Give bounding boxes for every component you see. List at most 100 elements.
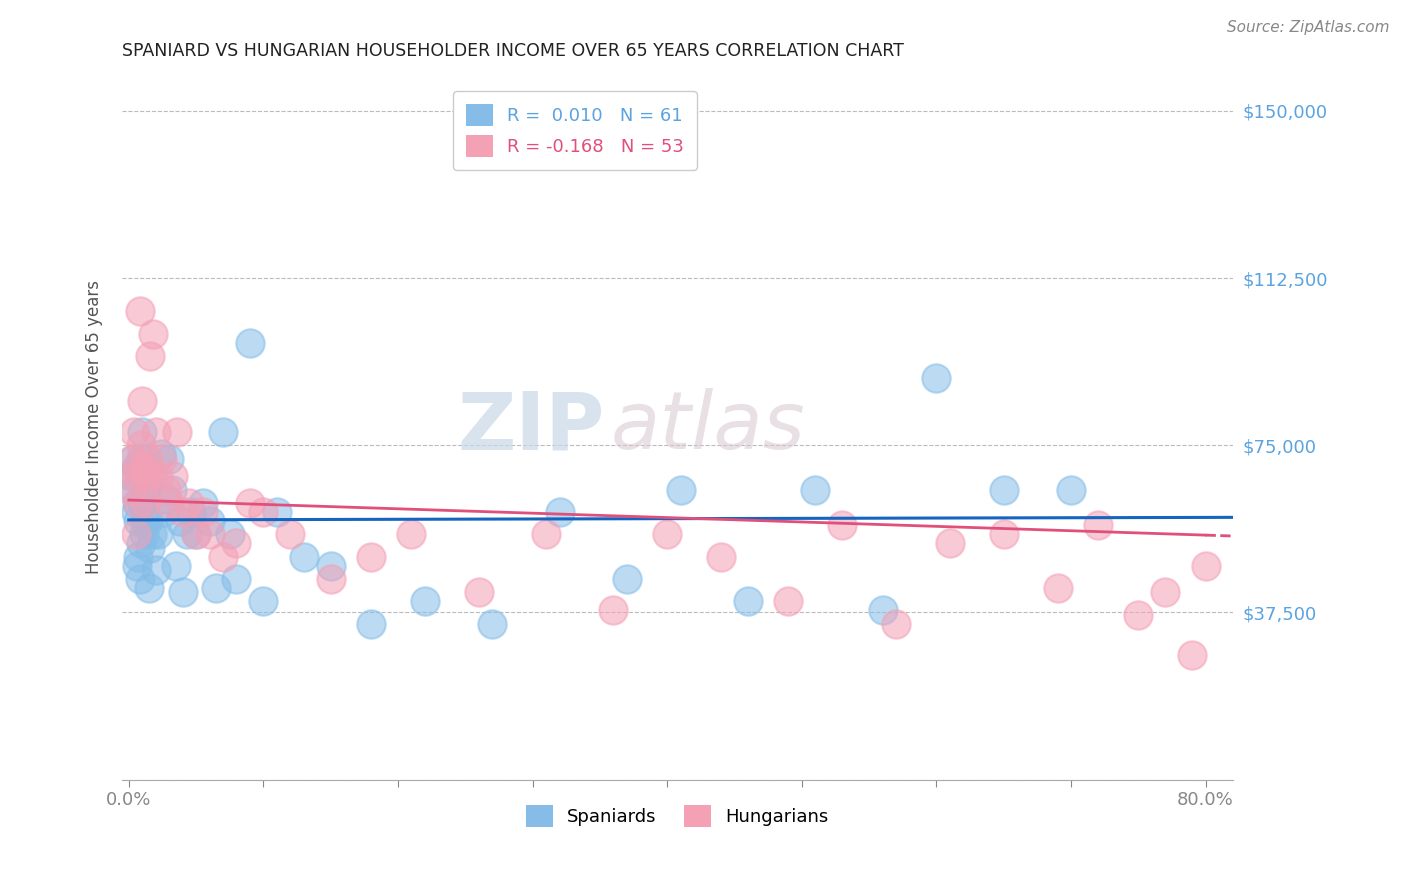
Point xyxy=(124,460,146,475)
Point xyxy=(122,483,145,497)
Point xyxy=(993,483,1015,497)
Point xyxy=(166,425,188,439)
Point xyxy=(239,496,262,510)
Point xyxy=(145,563,167,577)
Point xyxy=(155,491,177,506)
Point xyxy=(205,581,228,595)
Text: ZIP: ZIP xyxy=(458,388,605,467)
Point xyxy=(152,451,174,466)
Point xyxy=(176,527,198,541)
Point xyxy=(155,483,177,497)
Point xyxy=(191,505,214,519)
Text: Source: ZipAtlas.com: Source: ZipAtlas.com xyxy=(1226,20,1389,35)
Point xyxy=(360,549,382,564)
Point xyxy=(831,518,853,533)
Point xyxy=(252,594,274,608)
Point xyxy=(125,496,148,510)
Point xyxy=(413,594,436,608)
Point xyxy=(138,581,160,595)
Point xyxy=(1087,518,1109,533)
Point xyxy=(121,483,143,497)
Point xyxy=(1128,607,1150,622)
Point xyxy=(1060,483,1083,497)
Point xyxy=(602,603,624,617)
Point xyxy=(162,469,184,483)
Point xyxy=(139,541,162,555)
Point xyxy=(184,527,207,541)
Point xyxy=(212,425,235,439)
Point xyxy=(136,451,159,466)
Point xyxy=(180,505,202,519)
Point xyxy=(145,425,167,439)
Point xyxy=(128,572,150,586)
Point xyxy=(172,505,194,519)
Point xyxy=(134,469,156,483)
Y-axis label: Householder Income Over 65 years: Householder Income Over 65 years xyxy=(86,280,103,574)
Point xyxy=(184,527,207,541)
Point xyxy=(121,451,143,466)
Point xyxy=(872,603,894,617)
Point xyxy=(139,349,162,363)
Point xyxy=(132,460,155,475)
Point xyxy=(135,496,157,510)
Point xyxy=(127,549,149,564)
Point xyxy=(141,527,163,541)
Point xyxy=(278,527,301,541)
Point xyxy=(252,505,274,519)
Point xyxy=(142,469,165,483)
Point xyxy=(124,527,146,541)
Point xyxy=(125,460,148,475)
Point xyxy=(737,594,759,608)
Point xyxy=(198,527,221,541)
Point xyxy=(132,527,155,541)
Point xyxy=(1194,558,1216,573)
Point xyxy=(225,572,247,586)
Text: SPANIARD VS HUNGARIAN HOUSEHOLDER INCOME OVER 65 YEARS CORRELATION CHART: SPANIARD VS HUNGARIAN HOUSEHOLDER INCOME… xyxy=(122,42,904,60)
Point xyxy=(160,483,183,497)
Point xyxy=(128,304,150,318)
Point xyxy=(360,616,382,631)
Point xyxy=(131,393,153,408)
Point xyxy=(939,536,962,550)
Point xyxy=(165,558,187,573)
Legend: Spaniards, Hungarians: Spaniards, Hungarians xyxy=(519,797,837,834)
Point xyxy=(804,483,827,497)
Point xyxy=(132,469,155,483)
Point xyxy=(710,549,733,564)
Point xyxy=(157,496,180,510)
Point xyxy=(225,536,247,550)
Point xyxy=(136,514,159,528)
Point xyxy=(129,438,152,452)
Point xyxy=(191,496,214,510)
Point xyxy=(1154,585,1177,599)
Point xyxy=(121,469,143,483)
Point xyxy=(127,496,149,510)
Point xyxy=(127,514,149,528)
Point xyxy=(669,483,692,497)
Point xyxy=(129,451,152,466)
Point xyxy=(148,469,170,483)
Point xyxy=(319,572,342,586)
Point xyxy=(172,585,194,599)
Point xyxy=(239,335,262,350)
Text: atlas: atlas xyxy=(610,388,806,467)
Point xyxy=(198,514,221,528)
Point xyxy=(179,496,201,510)
Point xyxy=(467,585,489,599)
Point xyxy=(778,594,800,608)
Point xyxy=(148,527,170,541)
Point xyxy=(1046,581,1069,595)
Point xyxy=(657,527,679,541)
Point xyxy=(993,527,1015,541)
Point xyxy=(401,527,423,541)
Point xyxy=(481,616,503,631)
Point xyxy=(534,527,557,541)
Point xyxy=(212,549,235,564)
Point xyxy=(129,536,152,550)
Point xyxy=(124,469,146,483)
Point xyxy=(131,425,153,439)
Point xyxy=(218,527,240,541)
Point xyxy=(135,483,157,497)
Point xyxy=(925,371,948,385)
Point xyxy=(142,326,165,341)
